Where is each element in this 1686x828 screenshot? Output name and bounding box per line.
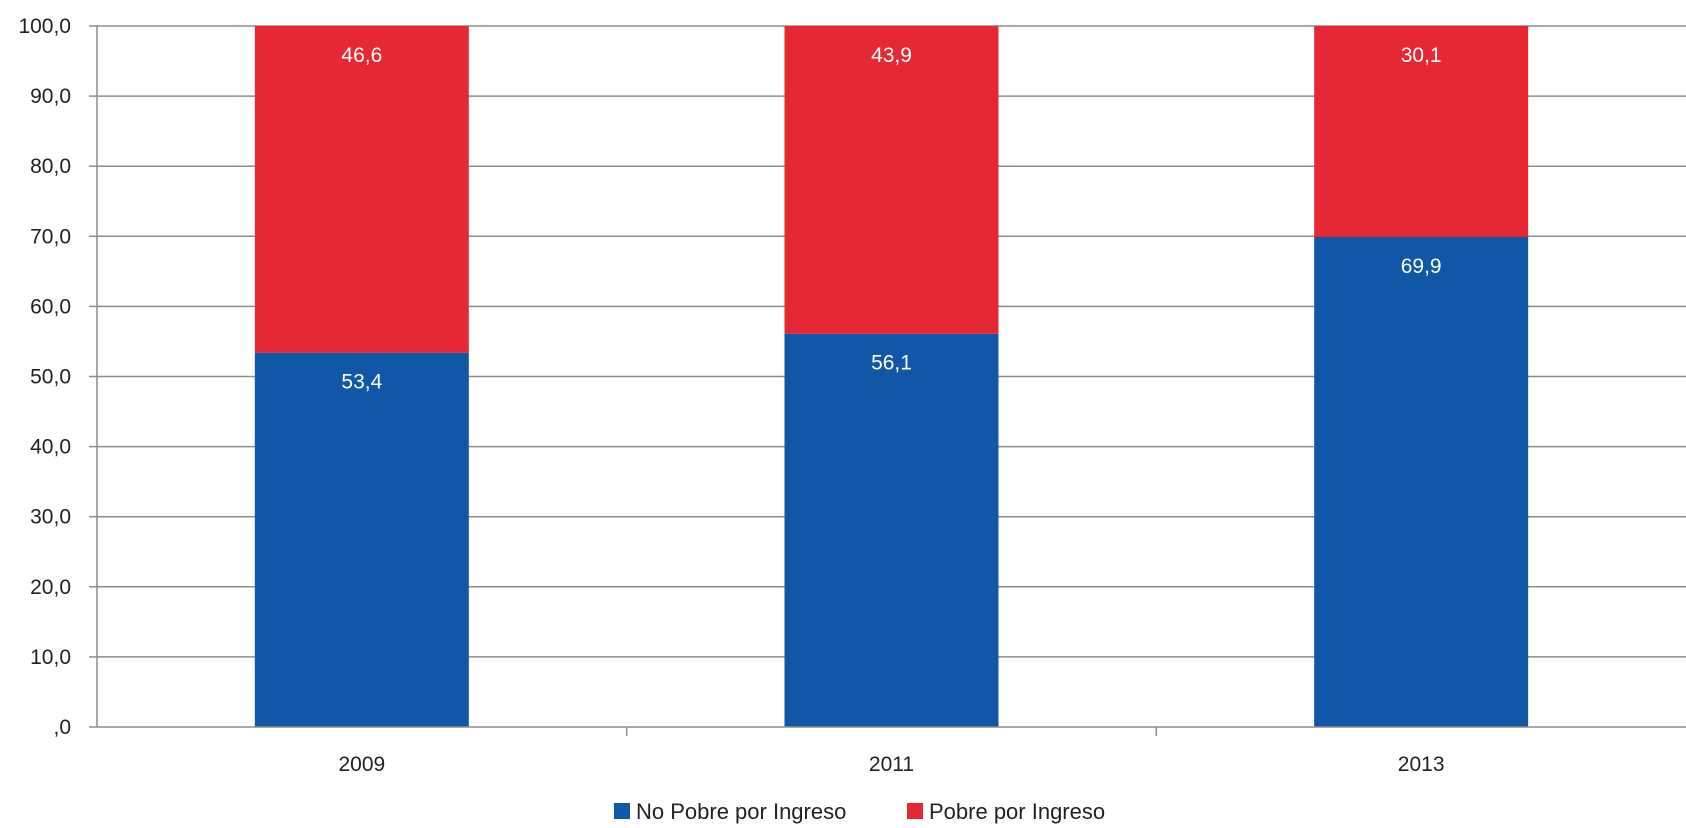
legend: No Pobre por Ingreso Pobre por Ingreso [614, 799, 1105, 824]
legend-label: No Pobre por Ingreso [636, 799, 846, 824]
y-tick-label: 30,0 [30, 506, 71, 529]
axes [89, 25, 1686, 736]
bar-no-pobre-2011 [784, 333, 999, 727]
y-tick-label: 10,0 [30, 646, 71, 669]
data-label: 53,4 [341, 371, 382, 394]
y-tick-label: ,0 [53, 716, 71, 739]
bar-pobre-2011 [784, 26, 999, 334]
legend-label: Pobre por Ingreso [929, 799, 1105, 824]
y-tick-label: 90,0 [30, 85, 71, 108]
x-category-label: 2011 [869, 753, 914, 776]
x-category-label: 2009 [338, 753, 385, 776]
legend-swatch [907, 803, 923, 819]
y-tick-label: 20,0 [30, 576, 71, 599]
bar-pobre-2013 [1314, 26, 1529, 238]
legend-swatch [614, 803, 630, 819]
data-label: 56,1 [871, 352, 912, 375]
data-label: 46,6 [341, 44, 382, 67]
data-label: 43,9 [871, 44, 912, 67]
x-category-label: 2013 [1398, 753, 1445, 776]
y-tick-label: 80,0 [30, 155, 71, 178]
y-tick-label: 60,0 [30, 295, 71, 318]
y-tick-label: 70,0 [30, 225, 71, 248]
bar-no-pobre-2009 [254, 352, 469, 727]
x-axis-category-labels: 2009 2011 2013 [338, 753, 1444, 776]
data-labels: 53,4 46,6 56,1 43,9 69,9 30,1 [341, 44, 1441, 394]
y-tick-label: 100,0 [18, 15, 71, 38]
data-label: 69,9 [1401, 255, 1442, 278]
bars [254, 26, 1529, 727]
bar-no-pobre-2013 [1314, 237, 1529, 727]
y-tick-label: 40,0 [30, 436, 71, 459]
y-tick-label: 50,0 [30, 366, 71, 389]
bar-pobre-2009 [254, 26, 469, 353]
y-axis-tick-labels: ,0 10,0 20,0 30,0 40,0 50,0 60,0 70,0 80,0 90,0 10… [18, 15, 71, 739]
data-label: 30,1 [1401, 44, 1442, 67]
